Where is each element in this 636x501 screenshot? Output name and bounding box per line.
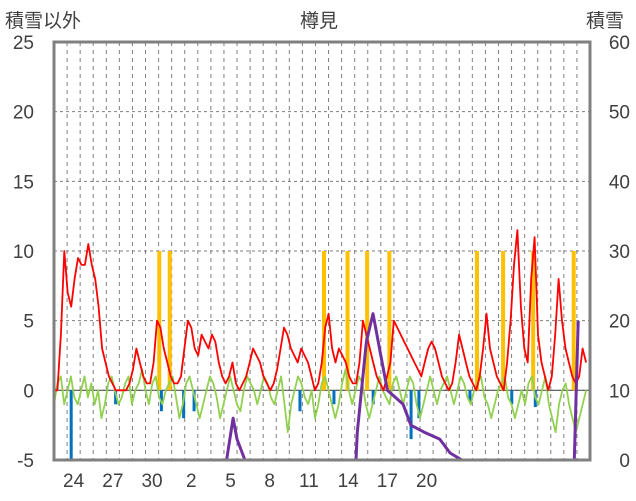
x-tick-label: 5	[225, 471, 236, 492]
left-tick-label: 15	[13, 172, 34, 193]
right-tick-label: 50	[609, 103, 630, 124]
plot-border	[52, 40, 592, 462]
x-tick-label: 14	[338, 471, 360, 492]
precipitation-bar	[322, 251, 326, 391]
left-tick-label: 20	[13, 103, 34, 124]
left-tick-label: 0	[23, 381, 34, 402]
right-tick-label: 10	[609, 381, 630, 402]
precipitation-bar	[531, 251, 536, 391]
right-tick-label: 60	[609, 33, 630, 54]
precipitation-bar	[365, 251, 370, 391]
precipitation-bar	[387, 251, 392, 391]
sunshine-bar	[409, 390, 413, 440]
left-axis-title: 積雪以外	[5, 11, 82, 32]
chart-title: 樽見	[300, 11, 339, 32]
series-line-temp-anomaly	[53, 368, 587, 434]
sunshine-bar	[468, 390, 472, 402]
sunshine-bar	[332, 390, 336, 405]
x-tick-label: 27	[102, 471, 123, 492]
precipitation-bar	[571, 251, 576, 391]
sunshine-bar	[371, 390, 375, 405]
left-tick-label: -5	[17, 451, 34, 472]
precipitation-bar	[345, 251, 350, 391]
left-tick-label: 5	[23, 312, 34, 333]
sunshine-bar	[192, 390, 196, 412]
x-tick-label: 2	[186, 471, 197, 492]
sunshine-bar	[298, 390, 302, 412]
series-line-snow-depth	[54, 312, 580, 462]
right-tick-label: 30	[609, 242, 630, 263]
x-tick-label: 17	[377, 471, 398, 492]
right-tick-label: 20	[609, 312, 630, 333]
precipitation-bar	[501, 251, 506, 391]
x-tick-label: 30	[141, 471, 162, 492]
sunshine-bar	[417, 390, 421, 419]
x-tick-label: 24	[63, 471, 85, 492]
left-tick-label: 25	[13, 33, 34, 54]
sunshine-bar	[69, 390, 73, 460]
left-tick-label: 10	[13, 242, 34, 263]
x-tick-label: 11	[299, 471, 319, 492]
x-tick-label: 8	[264, 471, 275, 492]
series-line-temp-max	[54, 229, 587, 392]
precipitation-bar	[167, 251, 172, 391]
sunshine-bar	[510, 390, 514, 405]
x-tick-label: 20	[416, 471, 437, 492]
right-tick-label: 40	[609, 172, 630, 193]
precipitation-bar	[157, 251, 162, 391]
right-axis-title: 積雪	[586, 11, 625, 32]
sunshine-bar	[114, 390, 118, 405]
precipitation-bar	[474, 251, 479, 391]
right-tick-label: 0	[619, 451, 630, 472]
